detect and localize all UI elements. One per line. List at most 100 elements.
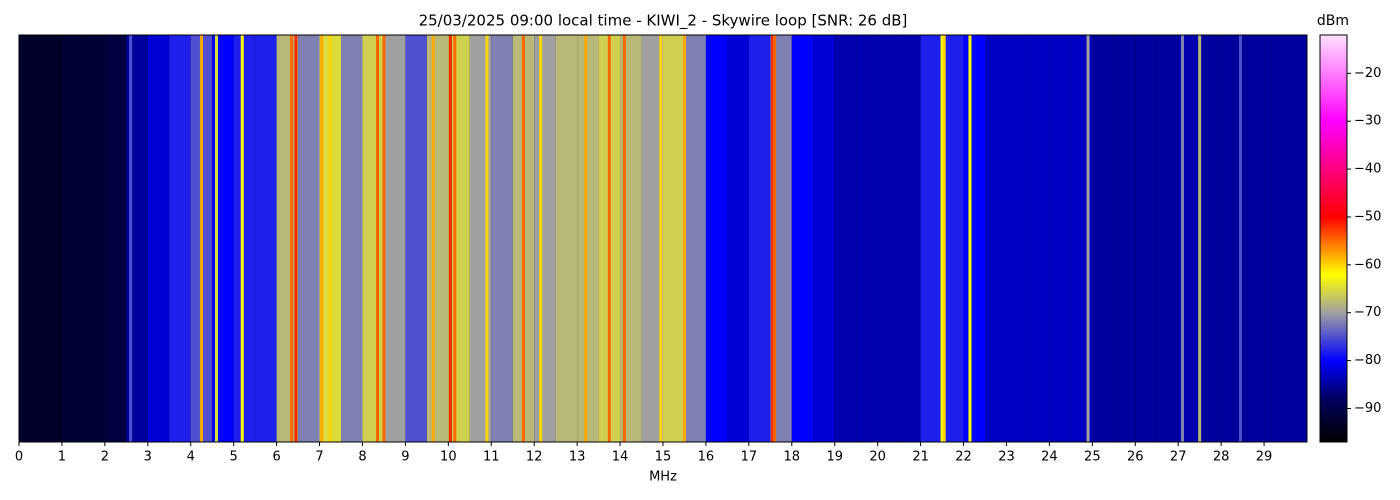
band-cell bbox=[341, 35, 363, 442]
band-cell bbox=[1156, 35, 1179, 442]
carrier-line bbox=[942, 35, 946, 442]
band-cell bbox=[1135, 35, 1157, 442]
band-cell bbox=[834, 35, 857, 442]
band-cell bbox=[362, 35, 384, 442]
band-cell bbox=[577, 35, 599, 442]
colorbar bbox=[1319, 34, 1348, 443]
band-cell bbox=[61, 35, 84, 442]
x-tick-label: 11 bbox=[483, 450, 500, 465]
x-tick-label: 13 bbox=[569, 450, 586, 465]
carrier-line bbox=[584, 35, 588, 442]
colorbar-label: dBm bbox=[1317, 13, 1349, 29]
band-cell bbox=[963, 35, 985, 442]
colorbar-tick-label: −20 bbox=[1354, 66, 1381, 81]
carrier-line bbox=[453, 35, 457, 442]
carrier-line bbox=[521, 35, 525, 442]
colorbar-tick-label: −90 bbox=[1354, 401, 1381, 416]
x-tick-label: 6 bbox=[272, 450, 280, 465]
x-tick-label: 24 bbox=[1041, 450, 1058, 465]
x-axis-label: MHz bbox=[649, 470, 677, 485]
x-tick-label: 23 bbox=[998, 450, 1015, 465]
band-cell bbox=[104, 35, 127, 442]
carrier-line bbox=[375, 35, 379, 442]
colorbar-tick-label: −80 bbox=[1354, 353, 1381, 368]
carrier-line bbox=[1180, 35, 1184, 442]
x-tick-label: 7 bbox=[315, 450, 323, 465]
carrier-line bbox=[320, 35, 324, 442]
x-tick-label: 29 bbox=[1256, 450, 1273, 465]
band-cell bbox=[298, 35, 320, 442]
carrier-line bbox=[240, 35, 244, 442]
band-cell bbox=[1092, 35, 1114, 442]
carrier-line bbox=[682, 35, 686, 442]
x-tick-label: 22 bbox=[955, 450, 972, 465]
band-cell bbox=[1221, 35, 1243, 442]
band-cell bbox=[1199, 35, 1222, 442]
band-cell bbox=[1049, 35, 1071, 442]
band-cell bbox=[491, 35, 513, 442]
carrier-line bbox=[659, 35, 663, 442]
x-tick-label: 25 bbox=[1084, 450, 1101, 465]
band-cell bbox=[83, 35, 105, 442]
carrier-line bbox=[607, 35, 611, 442]
x-tick-label: 16 bbox=[698, 450, 715, 465]
band-cell bbox=[147, 35, 170, 442]
colorbar-tick-label: −40 bbox=[1354, 162, 1381, 177]
carrier-line bbox=[290, 35, 294, 442]
carrier-line bbox=[1086, 35, 1090, 442]
band-cell bbox=[19, 35, 41, 442]
band-cell bbox=[705, 35, 728, 442]
carrier-line bbox=[199, 35, 203, 442]
x-tick-label: 18 bbox=[784, 450, 801, 465]
band-cell bbox=[1264, 35, 1286, 442]
band-cell bbox=[663, 35, 685, 442]
x-tick-label: 0 bbox=[15, 450, 23, 465]
x-tick-label: 15 bbox=[655, 450, 672, 465]
carrier-line bbox=[129, 35, 133, 442]
x-tick-label: 28 bbox=[1213, 450, 1230, 465]
band-cell bbox=[985, 35, 1007, 442]
chart-title: 25/03/2025 09:00 local time - KIWI_2 - S… bbox=[419, 12, 908, 31]
band-cell bbox=[534, 35, 556, 442]
carrier-line bbox=[382, 35, 386, 442]
carrier-line bbox=[214, 35, 218, 442]
band-cell bbox=[1006, 35, 1028, 442]
band-cell bbox=[1027, 35, 1050, 442]
band-cell bbox=[233, 35, 256, 442]
carrier-line bbox=[1238, 35, 1242, 442]
x-tick-label: 8 bbox=[358, 450, 366, 465]
band-cell bbox=[791, 35, 814, 442]
band-cell bbox=[1113, 35, 1136, 442]
band-cell bbox=[641, 35, 663, 442]
band-cell bbox=[920, 35, 943, 442]
x-tick-label: 27 bbox=[1170, 450, 1187, 465]
band-cell bbox=[877, 35, 900, 442]
x-tick-label: 4 bbox=[187, 450, 195, 465]
x-tick-label: 3 bbox=[144, 450, 152, 465]
x-tick-label: 10 bbox=[440, 450, 457, 465]
x-tick-label: 5 bbox=[230, 450, 238, 465]
x-tick-label: 17 bbox=[741, 450, 758, 465]
band-cell bbox=[856, 35, 878, 442]
plot-area bbox=[19, 35, 1307, 442]
carrier-line bbox=[328, 35, 332, 442]
carrier-line bbox=[622, 35, 626, 442]
band-cell bbox=[255, 35, 277, 442]
band-cell bbox=[899, 35, 921, 442]
x-tick-label: 21 bbox=[912, 450, 929, 465]
carrier-line bbox=[294, 35, 298, 442]
x-tick-label: 14 bbox=[612, 450, 629, 465]
carrier-line bbox=[431, 35, 435, 442]
carrier-line bbox=[770, 35, 774, 442]
x-tick-label: 20 bbox=[869, 450, 886, 465]
band-cell bbox=[169, 35, 191, 442]
carrier-line bbox=[773, 35, 777, 442]
band-cell bbox=[426, 35, 449, 442]
carrier-line bbox=[485, 35, 489, 442]
band-cell bbox=[684, 35, 706, 442]
carrier-line bbox=[539, 35, 543, 442]
x-tick-label: 19 bbox=[826, 450, 843, 465]
carrier-line bbox=[448, 35, 452, 442]
colorbar-tick-label: −60 bbox=[1354, 257, 1381, 272]
